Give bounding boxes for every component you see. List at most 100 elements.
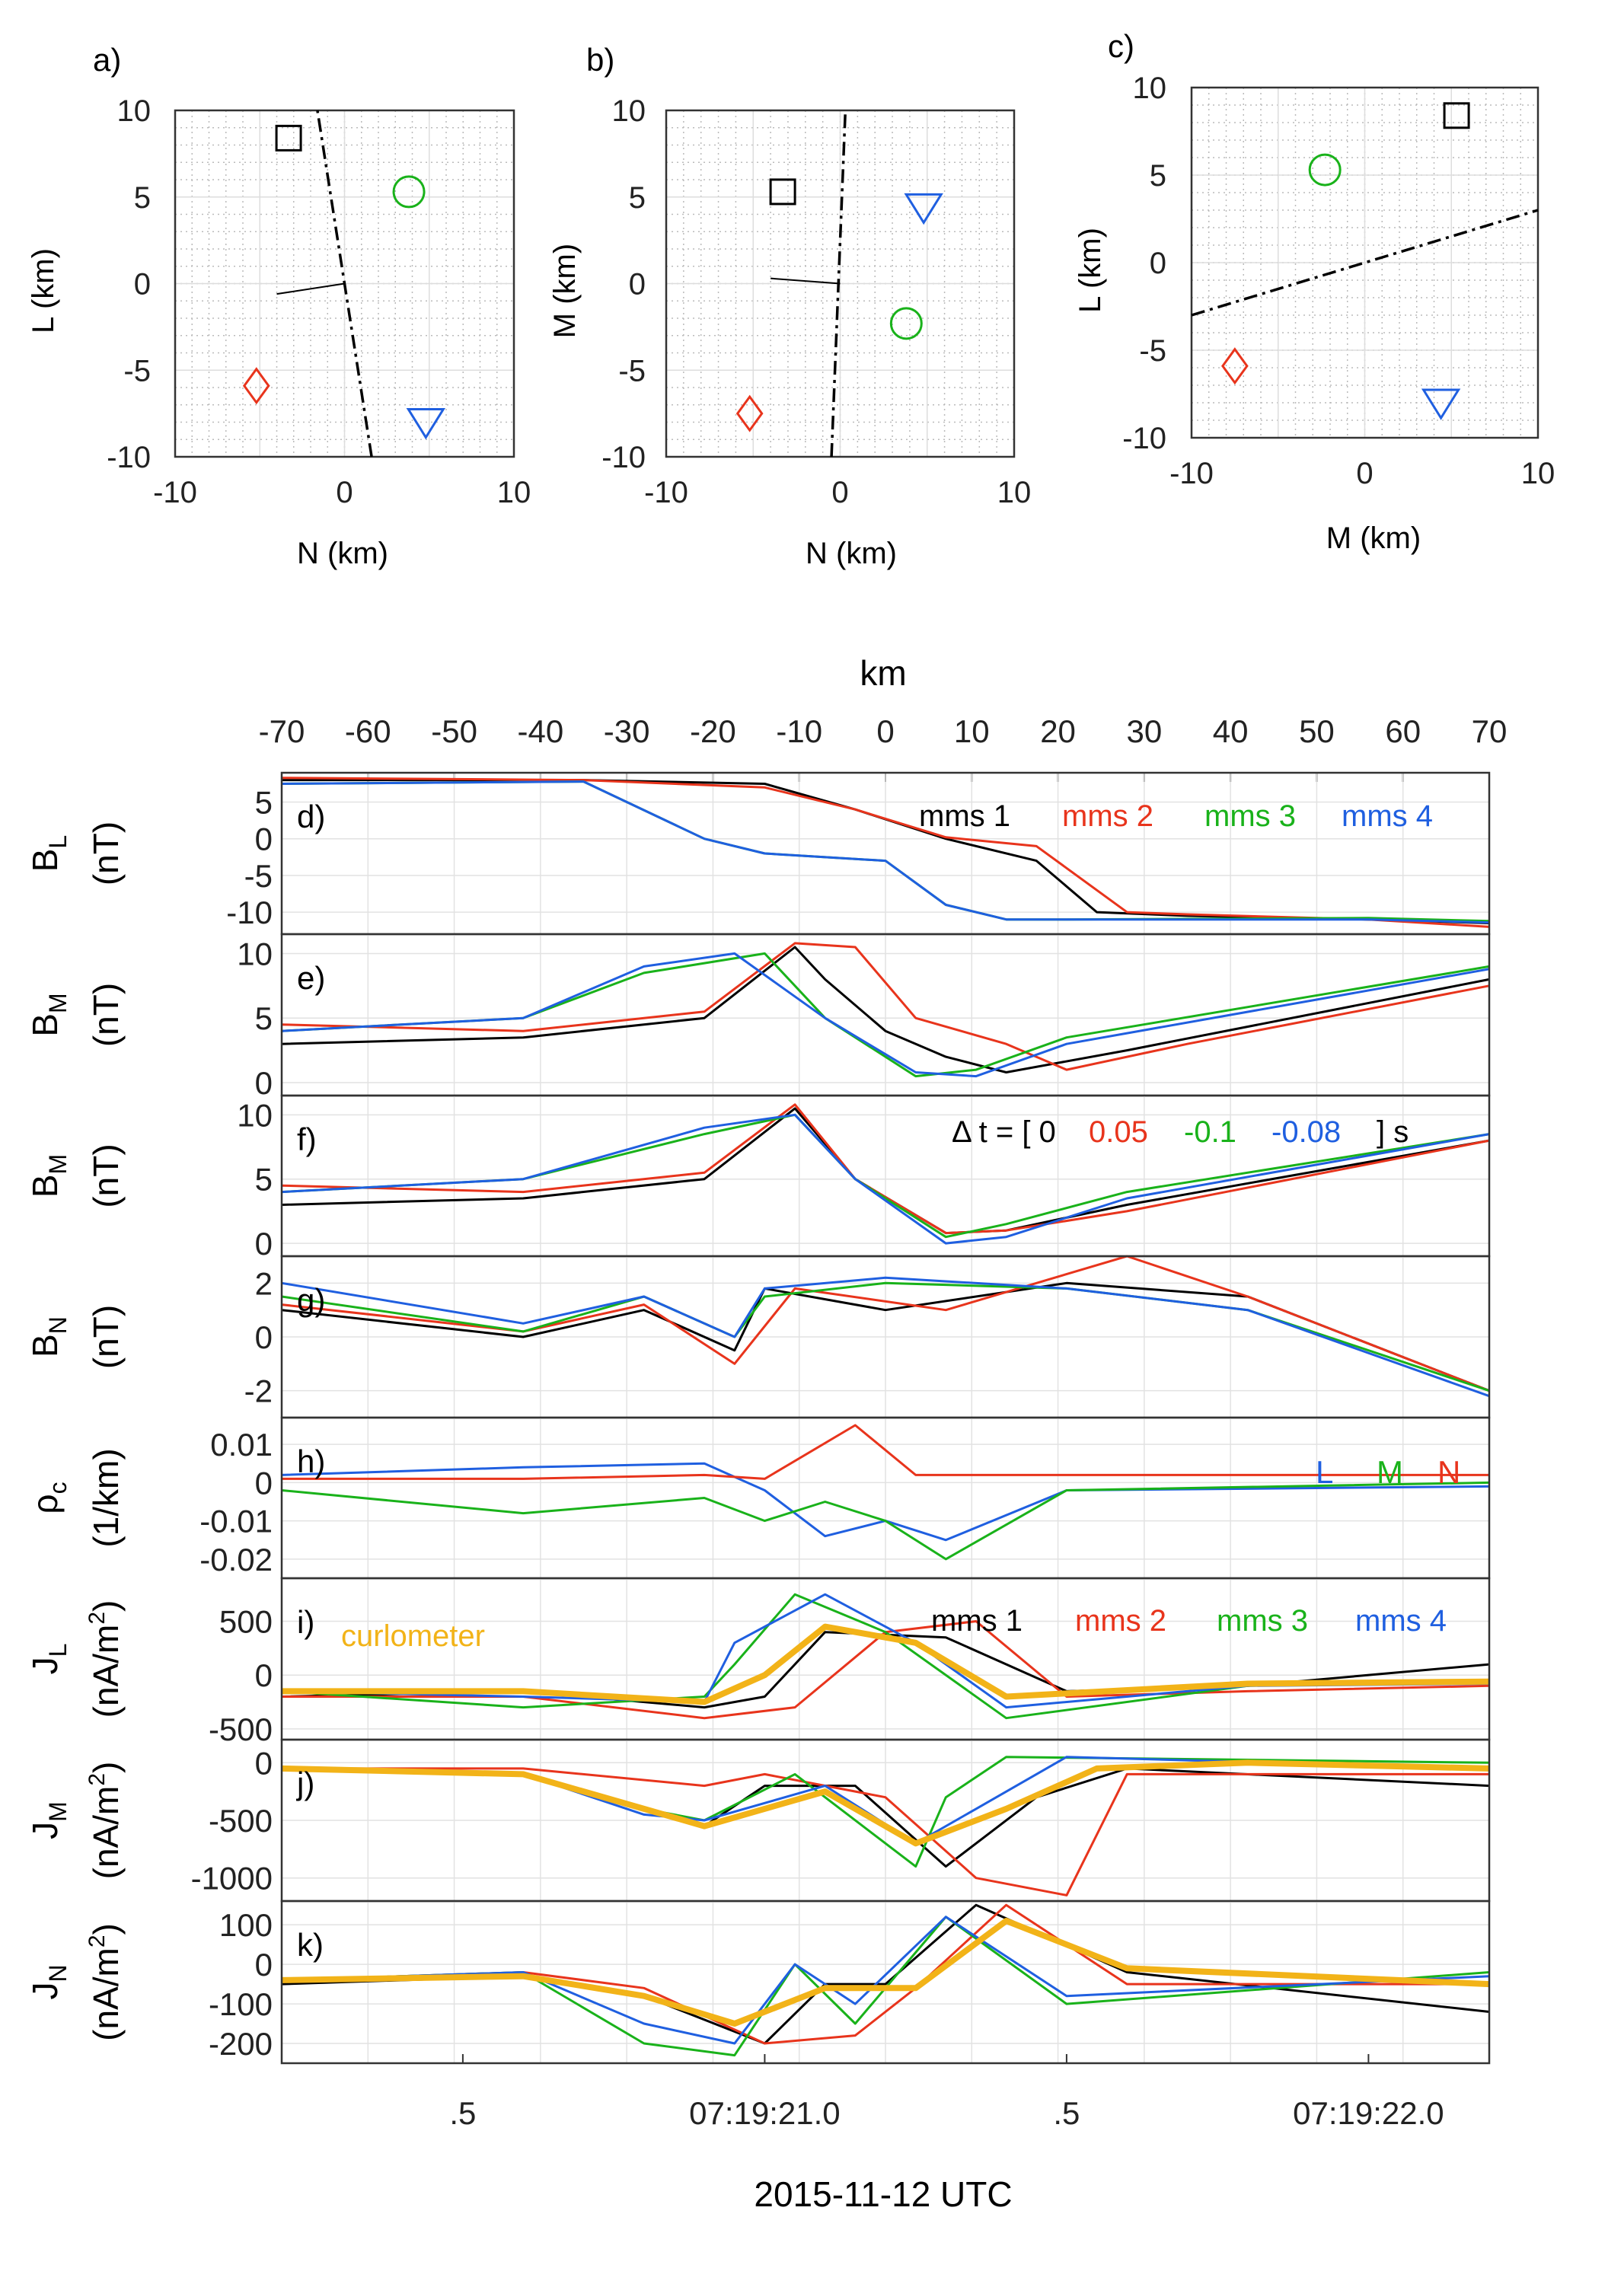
- time-tick: 07:19:22.0: [1293, 2095, 1444, 2131]
- x-axis-label-b: N (km): [806, 537, 897, 570]
- y-axis-label-k-2: (nA/m2): [85, 1923, 126, 2041]
- marker-mms2: [242, 367, 270, 405]
- x-tick-label: 0: [1356, 457, 1373, 490]
- panel-label-h: h): [297, 1443, 325, 1479]
- y-tick-label: -0.02: [199, 1542, 273, 1577]
- timeseries-panels: -70 -60 -50 -40 -30 -20 -10 0 10 20 30 40 50 60 70.5 07…: [25, 713, 1507, 2131]
- marker-mms1: [1443, 102, 1470, 129]
- scatter-panel-c: -10 0 10 10 5 0 -5 -10: [1122, 72, 1555, 490]
- dt-mms3: -0.1: [1184, 1115, 1236, 1149]
- legend-i-mms4: mms 4: [1355, 1604, 1447, 1638]
- x-tick-label: 10: [497, 476, 531, 509]
- y-label-sub: L: [44, 1644, 72, 1657]
- x-tick-label: 10: [1521, 457, 1555, 490]
- y-axis-label-g-2: (nT): [86, 1305, 126, 1369]
- panel-label-f: f): [297, 1121, 317, 1157]
- y-tick-label: -500: [209, 1711, 273, 1747]
- y-label-unit-sup: 2: [85, 1773, 110, 1786]
- y-label-sub: L: [44, 835, 72, 849]
- y-label-sub: M: [44, 1801, 72, 1822]
- y-tick-label: -100: [209, 1986, 273, 2022]
- y-tick-label: 10: [1133, 72, 1167, 105]
- series-curlometer: [281, 1918, 1490, 2027]
- y-label-unit-close: ): [86, 1762, 126, 1773]
- y-axis-label-f-1: BM: [25, 1154, 72, 1198]
- y-tick-label: 5: [255, 1000, 273, 1036]
- series-curlometer: [281, 1759, 1490, 1847]
- top-km-tick: -70: [259, 713, 305, 749]
- y-tick-label: 0: [255, 1226, 273, 1262]
- y-tick-label: -1000: [191, 1861, 273, 1896]
- y-tick-label: -5: [244, 858, 273, 894]
- y-label-main: B: [25, 1334, 65, 1357]
- series-mms4: [281, 1276, 1490, 1398]
- boundary-line: [1191, 209, 1539, 317]
- y-label-main: J: [25, 1983, 65, 2000]
- x-tick-label: 0: [831, 476, 848, 509]
- y-axis-label-h-2: (1/km): [86, 1448, 126, 1547]
- y-tick-label: 10: [237, 1097, 273, 1133]
- y-tick-label: -10: [107, 441, 151, 474]
- y-label-sub: N: [44, 1964, 72, 1982]
- top-km-tick: -10: [776, 713, 822, 749]
- y-tick-label: -0.01: [199, 1504, 273, 1539]
- series-mms3: [281, 1593, 1490, 1720]
- y-label-sub: N: [44, 1316, 72, 1334]
- series-mms2: [281, 777, 1490, 928]
- y-tick-label: 0.01: [210, 1427, 273, 1463]
- series-mms4: [281, 1113, 1490, 1245]
- y-axis-label-i-1: JL: [25, 1644, 72, 1675]
- series-M: [281, 1481, 1490, 1561]
- x-axis-label-a: N (km): [297, 537, 388, 570]
- top-km-tick: -20: [690, 713, 736, 749]
- panel-label-a: a): [93, 42, 121, 78]
- panel-label-k: k): [297, 1927, 324, 1963]
- legend-mms1: mms 1: [919, 799, 1010, 833]
- series-curlometer: [282, 1623, 1490, 1705]
- legend-mms4: mms 4: [1342, 799, 1433, 833]
- x-tick-label: -10: [644, 476, 688, 509]
- x-tick-label: -10: [1169, 457, 1214, 490]
- y-label-unit-sup: 2: [85, 1612, 110, 1625]
- top-km-tick: 50: [1299, 713, 1335, 749]
- legend-i: curlometer mms 1 mms 2 mms 3 mms 4: [341, 1604, 1447, 1653]
- x-tick-label: 10: [997, 476, 1032, 509]
- marker-mms2: [735, 394, 764, 432]
- top-km-tick: 60: [1385, 713, 1421, 749]
- y-tick-label: -5: [618, 354, 646, 388]
- top-km-tick: -60: [345, 713, 391, 749]
- legend-i-mms2: mms 2: [1075, 1604, 1166, 1638]
- series-mms2: [281, 1255, 1490, 1392]
- y-label-unit: (nT): [86, 1144, 126, 1207]
- y-tick-label: 5: [255, 1162, 273, 1198]
- y-label-main: ρ: [25, 1494, 65, 1514]
- y-label-main: B: [25, 1013, 65, 1037]
- y-tick-label: -10: [226, 895, 273, 930]
- y-tick-label: -200: [209, 2026, 273, 2062]
- y-tick-label: 10: [237, 936, 273, 971]
- y-label-sub: M: [44, 993, 72, 1013]
- panel-label-d: d): [297, 799, 325, 834]
- marker-mms3: [1308, 153, 1342, 187]
- y-tick-label: 5: [629, 181, 646, 215]
- legend-d: mms 1 mms 2 mms 3 mms 4: [919, 799, 1433, 833]
- series-mms1: [281, 946, 1490, 1073]
- marker-mms1: [769, 178, 796, 206]
- y-tick-label: 0: [255, 1657, 273, 1693]
- x-tick-label: -10: [153, 476, 197, 509]
- y-axis-label-e-1: BM: [25, 993, 72, 1036]
- x-axis-label-c: M (km): [1326, 522, 1421, 555]
- timeseries-panel-d: 50-5-10 d) BL (nT): [25, 771, 1491, 936]
- top-km-tick: -30: [604, 713, 650, 749]
- y-tick-label: -10: [601, 441, 646, 474]
- series-N: [282, 1424, 1489, 1480]
- y-axis-label-d-1: BL: [25, 835, 72, 872]
- y-axis-label-i-2: (nA/m2): [85, 1600, 126, 1718]
- y-tick-label: 2: [255, 1265, 273, 1301]
- y-label-main: B: [25, 1174, 65, 1198]
- y-axis-label-f-2: (nT): [86, 1144, 126, 1207]
- y-label-unit: (nA/m: [86, 1947, 126, 2041]
- axes-box: [174, 109, 515, 458]
- y-tick-label: 0: [255, 1947, 273, 1983]
